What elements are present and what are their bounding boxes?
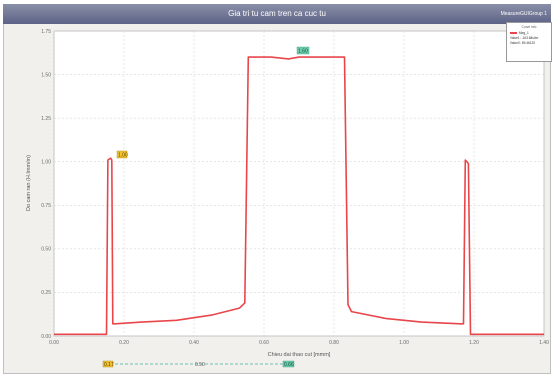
marker-peak-box <box>296 46 310 55</box>
y-axis-label: Do cam ran (H.Imm/m) <box>26 155 32 211</box>
x-tick-label: 0.00 <box>49 340 59 346</box>
marker-flag-label: 1.00 <box>118 153 128 159</box>
y-tick-label: 1.50 <box>41 72 51 78</box>
x-tick-label: 0.60 <box>259 340 269 346</box>
plot-area <box>53 30 545 337</box>
marker-flag-box <box>116 150 128 159</box>
marker-peak[interactable]: 1.60 <box>296 46 310 55</box>
cursor-bar: 0.17 0.50 0.66 <box>102 360 295 368</box>
legend[interactable]: Curve Info Meg_1 Value1: -163.68s0m Valu… <box>506 22 552 62</box>
window-name: MeasureGUIGroup 1 <box>500 11 547 17</box>
marker-flag[interactable]: 1.00 <box>116 150 128 159</box>
marker-peak-label: 1.60 <box>298 49 308 55</box>
cursor-mid-label: 0.50 <box>195 362 205 368</box>
legend-header: Curve Info <box>521 25 537 29</box>
y-tick-label: 1.75 <box>41 29 51 35</box>
x-tick-label: 1.00 <box>399 340 409 346</box>
x-tick-label: 1.20 <box>469 340 479 346</box>
x-tick-label: 1.40 <box>539 340 549 346</box>
title-bar[interactable]: Gia tri tu cam tren ca cuc tu MeasureGUI… <box>3 4 551 24</box>
x-tick-label: 0.80 <box>329 340 339 346</box>
cursor-right-label: 0.66 <box>284 362 294 368</box>
x-axis-ticks: 0.00 0.20 0.40 0.60 0.80 1.00 1.20 1.40 <box>49 340 549 346</box>
cursor-left-label: 0.17 <box>104 362 114 368</box>
cursor-right-box <box>282 360 295 368</box>
y-tick-label: 0.25 <box>41 290 51 296</box>
x-tick-label: 0.20 <box>119 340 129 346</box>
x-tick-label: 0.40 <box>189 340 199 346</box>
series-line <box>54 56 544 336</box>
y-tick-label: 1.00 <box>41 160 51 166</box>
y-axis-ticks: 0.00 0.25 0.50 0.75 1.00 1.25 1.50 1.75 <box>41 29 51 340</box>
y-tick-label: 1.25 <box>41 116 51 122</box>
x-axis-label: Chieu dai thao cut [mmm] <box>268 352 331 358</box>
legend-series-name: Meg_1 <box>519 31 529 35</box>
window-title: Gia tri tu cam tren ca cuc tu <box>228 9 326 18</box>
y-tick-label: 0.50 <box>41 247 51 253</box>
y-tick-label: 0.75 <box>41 203 51 209</box>
grid <box>53 30 545 337</box>
legend-line-1: Value1: -163.68s0m <box>510 36 539 40</box>
cursor-left-box <box>102 360 114 368</box>
legend-series-row: Meg_1 <box>507 31 551 36</box>
y-tick-label: 0.00 <box>41 334 51 340</box>
legend-swatch <box>510 32 517 34</box>
legend-line-2: ValueX: 89.46120 <box>510 41 536 45</box>
